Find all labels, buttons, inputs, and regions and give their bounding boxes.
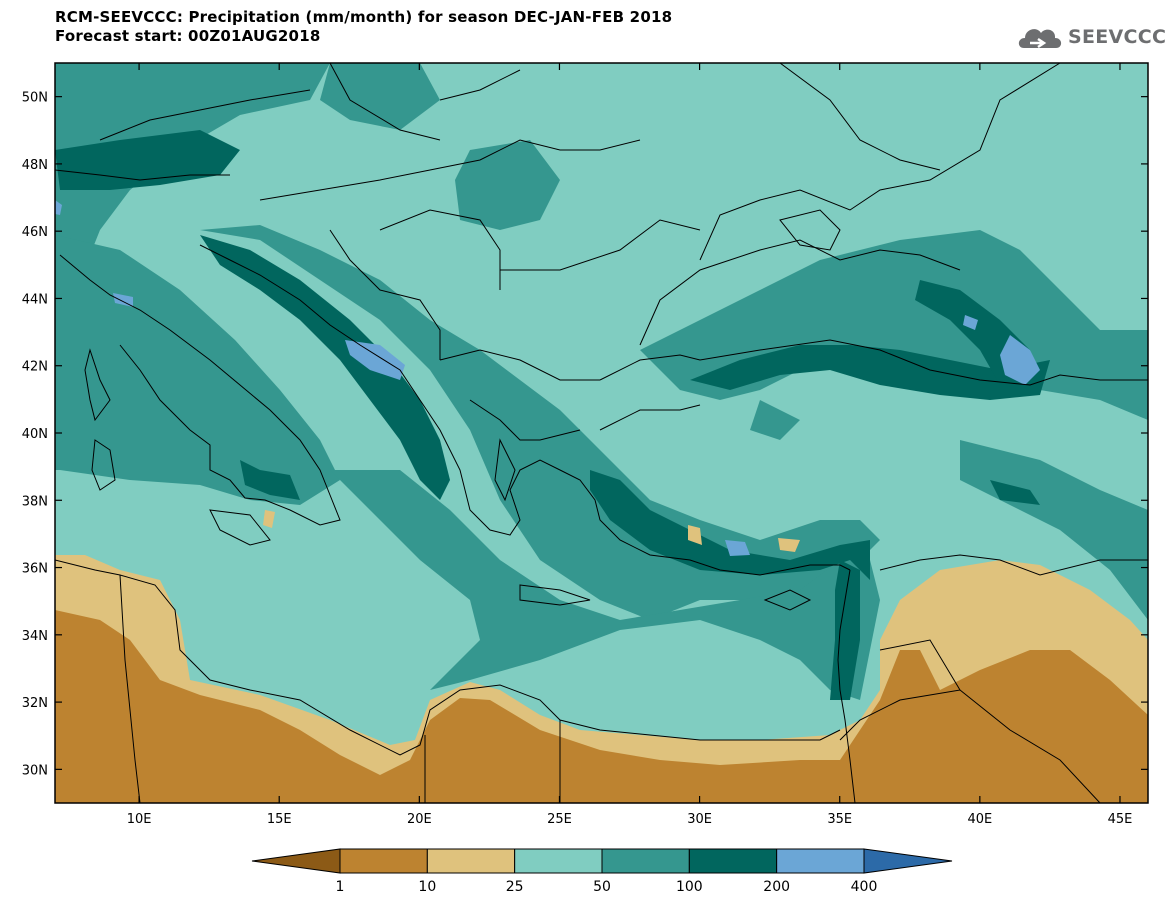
colorbar-label: 10 — [418, 879, 436, 895]
lat-tick-label: 42N — [22, 360, 48, 375]
colorbar-box — [688, 848, 778, 874]
seevccc-logo: SEEVCCC — [1016, 20, 1165, 54]
colorbar-box — [339, 848, 428, 874]
lon-tick-label: 25E — [547, 812, 572, 827]
colorbar-arrow-high — [863, 848, 953, 874]
coastlines-borders — [55, 63, 1148, 803]
colorbar-label: 1 — [336, 879, 345, 895]
lon-tick-label: 30E — [687, 812, 712, 827]
colorbar: 1 10 25 50 100 200 400 — [251, 848, 953, 895]
lat-tick-label: 50N — [22, 91, 48, 106]
lat-tick-label: 44N — [22, 292, 48, 307]
logo-text: SEEVCCC — [1068, 26, 1165, 48]
lat-tick-label: 36N — [22, 562, 48, 577]
lat-tick-label: 34N — [22, 629, 48, 644]
precip-200-400-zones — [55, 200, 1040, 556]
colorbar-label: 25 — [506, 879, 524, 895]
colorbar-label: 100 — [676, 879, 703, 895]
lat-tick-label: 32N — [22, 696, 48, 711]
colorbar-box — [601, 848, 690, 874]
dry-land-zone — [55, 610, 1148, 803]
colorbar-label: 200 — [763, 879, 790, 895]
lat-tick-label: 38N — [22, 494, 48, 509]
longitude-axis: 10E 15E 20E 25E 30E 35E 40E 45E — [127, 63, 1133, 827]
colorbar-box — [426, 848, 516, 874]
title-line-1: RCM-SEEVCCC: Precipitation (mm/month) fo… — [55, 8, 673, 26]
colorbar-box — [514, 848, 603, 874]
lon-tick-label: 45E — [1108, 812, 1133, 827]
lat-tick-label: 46N — [22, 225, 48, 240]
cloud-icon — [1018, 29, 1062, 49]
chart-title: RCM-SEEVCCC: Precipitation (mm/month) fo… — [55, 8, 672, 46]
map-field — [55, 63, 1148, 803]
lon-tick-label: 20E — [407, 812, 432, 827]
latitude-axis: 50N 48N 46N 44N 42N 40N 38N 36N 34N 32N 30N — [22, 91, 1148, 778]
colorbar-label: 400 — [851, 879, 878, 895]
lat-tick-label: 30N — [22, 763, 48, 778]
precip-10-25-spots — [263, 510, 800, 552]
lon-tick-label: 10E — [127, 812, 152, 827]
colorbar-label: 50 — [593, 879, 611, 895]
lon-tick-label: 15E — [267, 812, 292, 827]
lon-tick-label: 40E — [967, 812, 992, 827]
colorbar-box — [776, 848, 865, 874]
lat-tick-label: 40N — [22, 427, 48, 442]
title-line-2: Forecast start: 00Z01AUG2018 — [55, 27, 321, 45]
lon-tick-label: 35E — [827, 812, 852, 827]
lat-tick-label: 48N — [22, 158, 48, 173]
colorbar-arrow-low — [251, 848, 341, 874]
